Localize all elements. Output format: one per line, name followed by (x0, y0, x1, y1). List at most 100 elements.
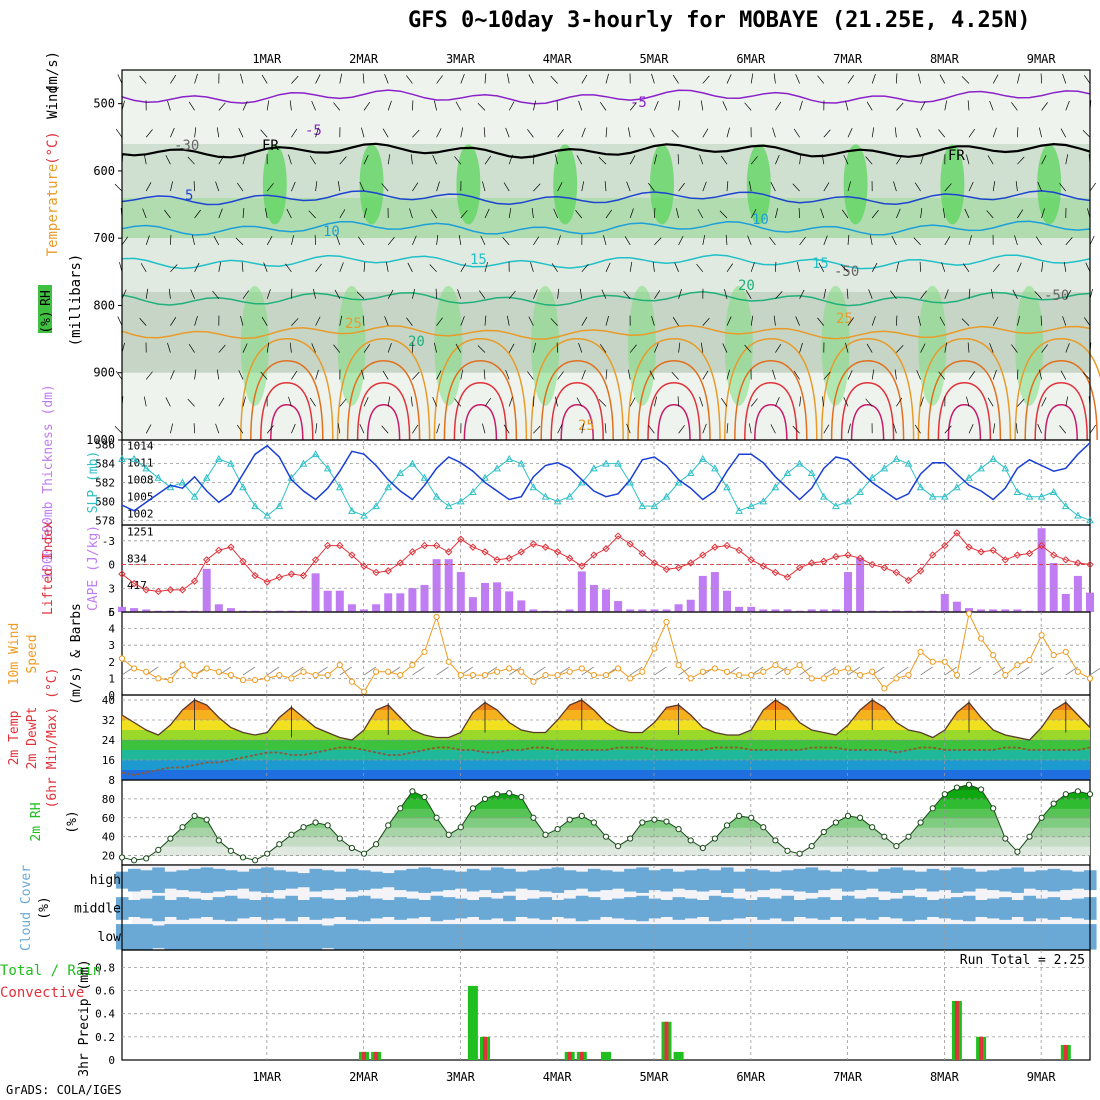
rh-marker (530, 814, 537, 821)
cloud-cell (539, 897, 553, 920)
rh-band (122, 846, 1090, 857)
wind-barb (845, 100, 849, 111)
wind-barb (818, 262, 825, 272)
cloud-cell (575, 924, 589, 950)
rh-marker (808, 843, 815, 850)
lifted-index-marker (1074, 559, 1082, 567)
date-label-top: 9MAR (1027, 52, 1057, 66)
wind-barb (700, 342, 704, 353)
lifted-index-marker (638, 549, 647, 558)
cloud-cell (382, 873, 395, 888)
wind-barb (436, 128, 442, 138)
wind-barb (1017, 398, 1025, 407)
cloud-cell (708, 870, 722, 891)
wind-barb-10m (1089, 667, 1100, 676)
rh-marker (469, 805, 476, 812)
wind-barb (362, 315, 365, 326)
wind-barb (944, 425, 952, 434)
cloud-cell (140, 924, 153, 950)
wind-barb (236, 424, 244, 434)
wind-speed-marker (506, 665, 513, 672)
thickness-marker (989, 454, 998, 462)
wind-barb (623, 290, 631, 299)
wind-speed-marker (953, 671, 961, 679)
wind-barb (629, 155, 636, 165)
lifted-index-marker (723, 541, 731, 550)
isotherm-warm-loop (346, 360, 421, 441)
wind-barb (678, 342, 681, 353)
wind-barb (575, 210, 583, 219)
cape-bar (541, 610, 550, 612)
wind-barb (216, 127, 220, 138)
rh-marker (978, 786, 985, 793)
wind-barb (799, 100, 803, 111)
cloud-cell (140, 898, 153, 919)
wind-barb (843, 154, 849, 165)
wind-barb (896, 261, 899, 272)
wind-speed-marker (118, 655, 126, 662)
thickness-marker (807, 469, 816, 477)
cloud-cell (321, 925, 335, 949)
wind-barb (165, 397, 171, 407)
cloud-cell (249, 868, 262, 892)
wind-barb (533, 396, 535, 407)
rh-marker (336, 835, 343, 842)
rh-marker (445, 831, 452, 838)
wind-speed-marker (687, 675, 694, 682)
wind-speed-marker (288, 675, 295, 682)
cape-bar (154, 610, 163, 612)
precip-conv-bar (362, 1051, 366, 1060)
cape-bar (481, 583, 489, 612)
rh-marker (373, 841, 380, 848)
cloud-cell (224, 924, 238, 950)
cape-bar (638, 609, 647, 612)
wind-barb (775, 291, 783, 299)
wind-barb (871, 127, 875, 138)
wind-barb (477, 345, 486, 353)
wind-barb (266, 289, 271, 299)
wind-barb (553, 208, 558, 219)
isotherm-line (121, 290, 1091, 307)
wind-speed-marker (554, 671, 561, 679)
lifted-index-marker (420, 541, 429, 550)
wind-speed-marker (252, 676, 259, 684)
cape-bar (783, 609, 792, 612)
cloud-cell (454, 924, 468, 950)
wind-barb (291, 235, 294, 245)
wind-tick: 3 (108, 639, 115, 652)
thickness-marker (372, 502, 380, 510)
wind-barb (1059, 183, 1067, 192)
lifted-index-marker (348, 551, 356, 559)
lifted-index-marker (928, 551, 937, 559)
cloud-cell (466, 900, 480, 917)
cloud-cell (527, 924, 540, 950)
wind-barb (920, 101, 926, 111)
wind-barb (817, 75, 825, 84)
cape-bar (1037, 528, 1046, 612)
cloud-cell (152, 867, 165, 893)
rh-marker (990, 805, 997, 812)
wind-barb (726, 127, 730, 138)
wind-barb (1015, 181, 1018, 192)
cloud-cell (914, 924, 928, 950)
precip-conv-bar (579, 1051, 584, 1060)
cape-bar (807, 609, 816, 612)
wind-barb (387, 100, 392, 111)
wind-barb (167, 100, 171, 111)
wind-barb (992, 74, 999, 84)
wind-barb (483, 369, 486, 380)
wind-barb (142, 208, 147, 219)
wind-barb (775, 261, 777, 272)
isotherm-warm-loop (647, 382, 701, 441)
wind-barb (436, 317, 443, 326)
rh-marker (1026, 833, 1033, 840)
wind-barb (315, 74, 321, 84)
wind-barb (1037, 423, 1042, 434)
wind-barb (406, 317, 413, 326)
cloud-cell (357, 924, 371, 950)
cape-bar (626, 609, 635, 612)
slp-tick: 1014 (127, 440, 154, 453)
wind-barb (1063, 261, 1067, 272)
wind-barb (938, 129, 946, 138)
cloud-cell (878, 924, 891, 950)
